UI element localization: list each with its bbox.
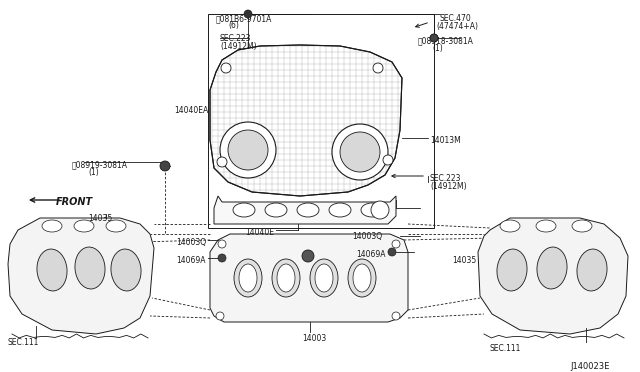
Bar xyxy=(208,14,434,228)
Circle shape xyxy=(388,248,396,256)
Text: 14035: 14035 xyxy=(452,256,476,265)
Ellipse shape xyxy=(297,203,319,217)
Circle shape xyxy=(383,155,393,165)
Polygon shape xyxy=(210,234,408,322)
Text: FRONT: FRONT xyxy=(56,197,93,207)
Ellipse shape xyxy=(361,203,383,217)
Circle shape xyxy=(332,124,388,180)
Circle shape xyxy=(373,63,383,73)
Text: 14003Q: 14003Q xyxy=(352,232,382,241)
Text: (1): (1) xyxy=(88,168,99,177)
Circle shape xyxy=(392,312,400,320)
Text: 14003: 14003 xyxy=(302,334,326,343)
Text: 14069A: 14069A xyxy=(356,250,386,259)
Circle shape xyxy=(221,63,231,73)
Text: SEC.470: SEC.470 xyxy=(440,14,472,23)
Circle shape xyxy=(218,254,226,262)
Text: 14040EA: 14040EA xyxy=(173,106,208,115)
Ellipse shape xyxy=(497,249,527,291)
Text: SEC.223: SEC.223 xyxy=(430,174,461,183)
Text: 14069A: 14069A xyxy=(177,256,206,265)
Text: (14912M): (14912M) xyxy=(220,42,257,51)
Text: (1): (1) xyxy=(432,44,443,53)
Ellipse shape xyxy=(536,220,556,232)
Ellipse shape xyxy=(233,203,255,217)
Text: Ⓐ081B6-9701A: Ⓐ081B6-9701A xyxy=(216,14,273,23)
Ellipse shape xyxy=(111,249,141,291)
Ellipse shape xyxy=(537,247,567,289)
Ellipse shape xyxy=(74,220,94,232)
Circle shape xyxy=(160,161,170,171)
Text: 14035: 14035 xyxy=(88,214,112,223)
Text: SEC.223: SEC.223 xyxy=(220,34,252,43)
Polygon shape xyxy=(8,218,154,334)
Text: ⒮08918-3081A: ⒮08918-3081A xyxy=(418,36,474,45)
Ellipse shape xyxy=(239,264,257,292)
Text: ⒮08919-3081A: ⒮08919-3081A xyxy=(72,160,128,169)
Text: (6): (6) xyxy=(228,21,239,30)
Circle shape xyxy=(228,130,268,170)
Ellipse shape xyxy=(277,264,295,292)
Ellipse shape xyxy=(353,264,371,292)
Circle shape xyxy=(371,201,389,219)
Ellipse shape xyxy=(310,259,338,297)
Ellipse shape xyxy=(42,220,62,232)
Circle shape xyxy=(430,34,438,42)
Ellipse shape xyxy=(234,259,262,297)
Text: SEC.111: SEC.111 xyxy=(8,338,40,347)
Text: 14040E: 14040E xyxy=(245,228,274,237)
Text: 14003Q: 14003Q xyxy=(176,238,206,247)
Ellipse shape xyxy=(329,203,351,217)
Text: (47474+A): (47474+A) xyxy=(436,22,478,31)
Ellipse shape xyxy=(106,220,126,232)
Text: (14912M): (14912M) xyxy=(430,182,467,191)
Circle shape xyxy=(220,122,276,178)
Circle shape xyxy=(244,10,252,18)
Polygon shape xyxy=(210,45,402,196)
Text: J140023E: J140023E xyxy=(570,362,609,371)
Ellipse shape xyxy=(37,249,67,291)
Text: SEC.111: SEC.111 xyxy=(490,344,522,353)
Polygon shape xyxy=(214,196,396,224)
Circle shape xyxy=(216,312,224,320)
Circle shape xyxy=(217,157,227,167)
Ellipse shape xyxy=(315,264,333,292)
Circle shape xyxy=(302,250,314,262)
Circle shape xyxy=(218,240,226,248)
Ellipse shape xyxy=(272,259,300,297)
Ellipse shape xyxy=(75,247,105,289)
Text: 14013M: 14013M xyxy=(430,136,461,145)
Circle shape xyxy=(430,34,438,42)
Ellipse shape xyxy=(572,220,592,232)
Circle shape xyxy=(340,132,380,172)
Ellipse shape xyxy=(500,220,520,232)
Ellipse shape xyxy=(265,203,287,217)
Circle shape xyxy=(392,240,400,248)
Ellipse shape xyxy=(348,259,376,297)
Text: 14040EA: 14040EA xyxy=(354,206,388,215)
Polygon shape xyxy=(478,218,628,334)
Ellipse shape xyxy=(577,249,607,291)
